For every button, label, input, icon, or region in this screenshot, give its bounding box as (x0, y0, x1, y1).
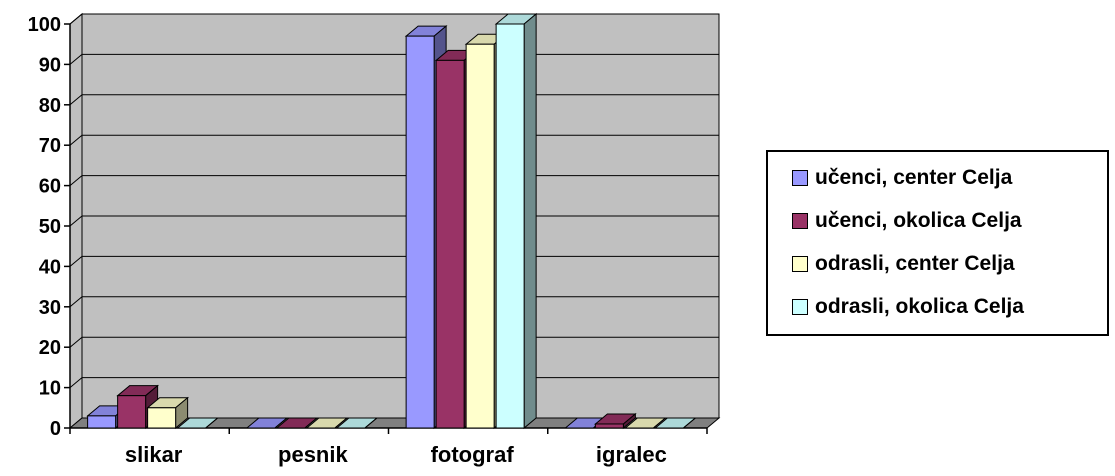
y-tick-labels: 0 10 20 30 40 50 60 70 80 90 100 (28, 14, 61, 440)
bar-side (683, 417, 696, 429)
bar-side (274, 417, 288, 429)
legend-swatch (792, 170, 808, 186)
x-tick-labels: slikar pesnik fotograf igralec (125, 442, 667, 467)
bar (653, 417, 697, 429)
legend-swatch (792, 299, 808, 315)
legend-item: odrasli, okolica Celja (792, 293, 1024, 321)
chart-walls (68, 12, 721, 430)
y-tick-label: 70 (39, 135, 61, 157)
bars (86, 12, 697, 430)
bar (335, 417, 379, 429)
bar (245, 417, 289, 429)
bar-side (653, 417, 666, 429)
bar (305, 417, 349, 429)
x-tick-label: slikar (125, 442, 183, 467)
y-tick-label: 30 (39, 297, 61, 319)
x-tick-label: pesnik (278, 442, 348, 467)
bar (494, 12, 538, 430)
y-tick-label: 80 (39, 95, 61, 117)
y-tick-label: 10 (39, 378, 61, 400)
bar (146, 396, 190, 430)
bar-front (117, 395, 147, 429)
bar-front (147, 407, 177, 429)
legend-swatch (792, 256, 808, 272)
x-tick-label: igralec (596, 442, 667, 467)
y-tick-label: 90 (39, 54, 61, 76)
legend-item: učenci, center Celja (792, 164, 1012, 192)
legend-label: odrasli, okolica Celja (815, 295, 1024, 318)
y-tick-label: 0 (50, 418, 61, 440)
bar-front (405, 35, 435, 429)
y-tick-label: 100 (28, 14, 61, 36)
bar-front (87, 415, 117, 429)
bar (176, 417, 220, 429)
legend: učenci, center Celja učenci, okolica Cel… (766, 150, 1109, 336)
legend-item: odrasli, center Celja (792, 250, 1015, 278)
y-tick-label: 20 (39, 337, 61, 359)
bar (593, 412, 637, 430)
legend-label: učenci, center Celja (815, 166, 1013, 189)
y-tick-label: 60 (39, 176, 61, 198)
bar-front (435, 59, 465, 429)
x-tick-label: fotograf (431, 442, 515, 467)
bar-front (594, 423, 624, 429)
bar-side (304, 417, 318, 429)
gridline (69, 13, 719, 25)
bar-front (465, 43, 495, 429)
bar-side (523, 12, 537, 430)
bar-side (205, 417, 218, 429)
bar-side (364, 417, 378, 429)
legend-swatch (792, 213, 808, 229)
legend-item: učenci, okolica Celja (792, 207, 1022, 235)
bar-front (495, 23, 525, 429)
y-tick-label: 50 (39, 216, 61, 238)
bar-side (334, 417, 348, 429)
bar (623, 417, 667, 429)
legend-label: odrasli, center Celja (815, 252, 1015, 275)
y-tick-label: 40 (39, 256, 61, 278)
bar (275, 417, 319, 429)
legend-label: učenci, okolica Celja (815, 209, 1022, 232)
